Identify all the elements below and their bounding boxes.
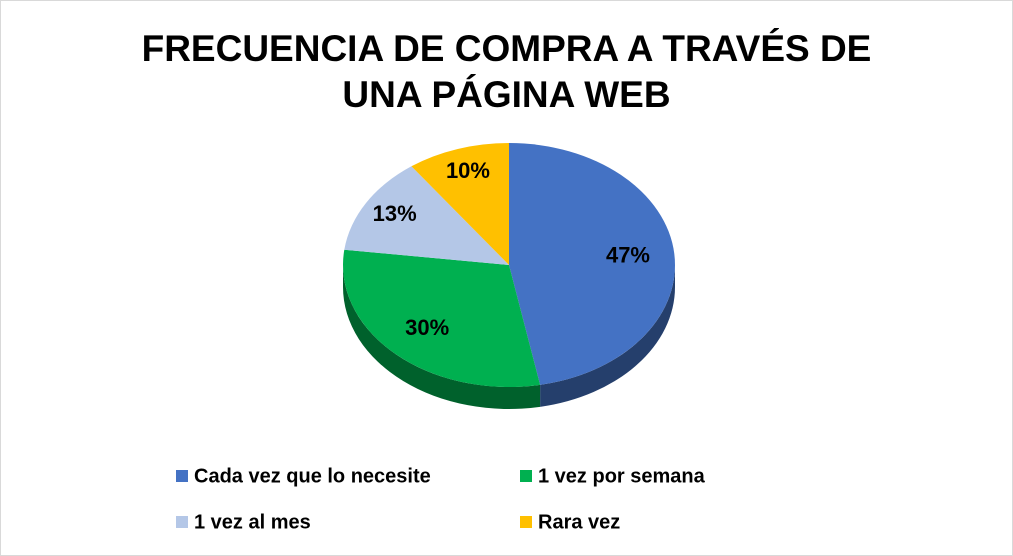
legend-swatch bbox=[176, 516, 188, 528]
slice-side bbox=[342, 265, 541, 409]
slice bbox=[344, 166, 509, 265]
chart-title-box: FRECUENCIA DE COMPRA A TRAVÉS DE UNA PÁG… bbox=[0, 26, 1013, 118]
data-label: 30% bbox=[405, 315, 449, 340]
data-label: 13% bbox=[373, 201, 417, 226]
legend-label: Rara vez bbox=[538, 511, 620, 533]
data-label: 47% bbox=[606, 243, 650, 268]
data-label: 10% bbox=[446, 158, 490, 183]
legend-swatch bbox=[520, 470, 532, 482]
legend-label: Cada vez que lo necesite bbox=[194, 465, 431, 487]
slice-side bbox=[540, 265, 675, 407]
slice bbox=[509, 143, 675, 385]
chart-title: FRECUENCIA DE COMPRA A TRAVÉS DE UNA PÁG… bbox=[141, 28, 872, 115]
slice bbox=[343, 249, 541, 387]
legend-label: 1 vez por semana bbox=[538, 465, 706, 487]
legend-swatch bbox=[176, 470, 188, 482]
legend-label: 1 vez al mes bbox=[194, 511, 311, 533]
legend-swatch bbox=[520, 516, 532, 528]
slice bbox=[411, 143, 509, 265]
